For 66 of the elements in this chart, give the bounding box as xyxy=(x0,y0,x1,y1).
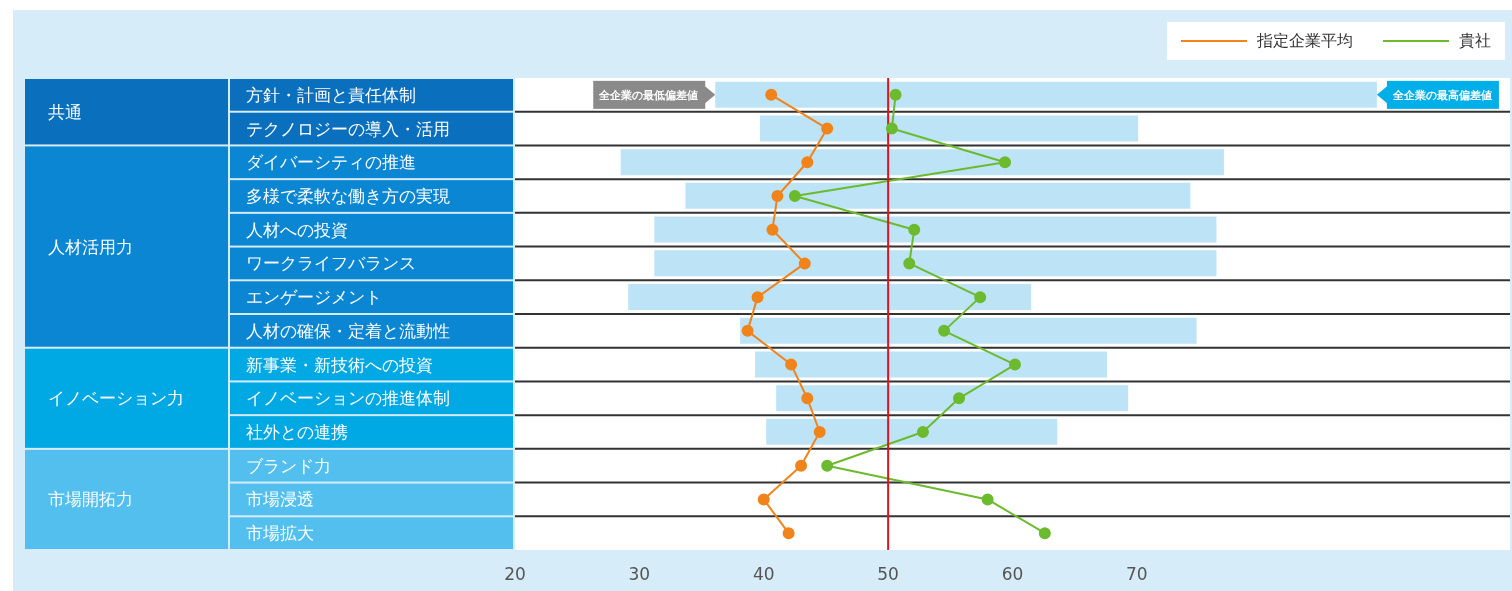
y-tick-label: ダイバーシティの推進 xyxy=(246,152,416,173)
point xyxy=(788,190,801,202)
point xyxy=(741,324,754,337)
y-tick-label: テクノロジーの導入・活用 xyxy=(246,118,450,139)
bar xyxy=(776,385,1129,412)
x-tick-label: 70 xyxy=(1126,564,1148,585)
text: 市場開拓力 xyxy=(48,489,133,510)
point xyxy=(757,493,770,506)
annotation: 全企業の最低偏差値 xyxy=(598,88,699,102)
point xyxy=(751,291,764,304)
legend-label: 指定企業平均 xyxy=(1257,30,1353,52)
y-tick-label: 市場拡大 xyxy=(246,523,314,544)
bar xyxy=(766,418,1058,445)
legend-label: 貴社 xyxy=(1459,30,1491,52)
point xyxy=(813,426,826,438)
point xyxy=(801,156,814,169)
y-tick-label: 市場浸透 xyxy=(246,489,314,510)
bar xyxy=(620,149,1224,176)
annotation: 全企業の最高偏差値 xyxy=(1391,88,1492,102)
bar xyxy=(740,317,1197,344)
point xyxy=(821,122,834,135)
y-tick-label: イノベーションの推進体制 xyxy=(246,388,450,409)
y-tick-label: 多様で柔軟な働き方の実現 xyxy=(246,185,450,206)
point xyxy=(801,392,814,405)
bar xyxy=(628,283,1032,310)
point xyxy=(903,257,916,270)
x-tick-label: 40 xyxy=(752,564,775,585)
bar xyxy=(685,182,1191,209)
point xyxy=(1008,358,1021,371)
point xyxy=(771,190,784,202)
bar xyxy=(654,250,1217,277)
point xyxy=(974,291,987,304)
point xyxy=(889,88,902,101)
y-tick-label: ブランド力 xyxy=(246,455,331,476)
y-tick-label: 新事業・新技術への投資 xyxy=(246,354,433,375)
point xyxy=(916,426,929,438)
point xyxy=(908,223,921,236)
point xyxy=(821,459,834,472)
y-tick-label: ワークライフバランス xyxy=(246,253,416,274)
point xyxy=(782,527,795,540)
point xyxy=(885,122,898,135)
bar xyxy=(755,351,1108,378)
text: イノベーション力 xyxy=(48,388,184,409)
x-tick-label: 50 xyxy=(877,564,899,585)
point xyxy=(765,88,778,101)
point xyxy=(795,459,808,472)
y-tick-label: エンゲージメント xyxy=(246,287,382,308)
y-tick-label: 人材への投資 xyxy=(246,219,348,240)
point xyxy=(938,324,951,337)
y-tick-label: 方針・計画と責任体制 xyxy=(246,84,416,105)
text: 共通 xyxy=(48,101,82,122)
x-tick-label: 20 xyxy=(504,564,526,585)
y-tick-label: 社外との連携 xyxy=(246,421,348,442)
x-tick-label: 60 xyxy=(1001,564,1024,585)
point xyxy=(785,358,798,371)
x-tick-label: 30 xyxy=(628,564,651,585)
point xyxy=(1038,527,1051,540)
y-tick-label: 人材の確保・定着と流動性 xyxy=(246,320,450,341)
text: 人材活用力 xyxy=(48,236,133,257)
point xyxy=(766,223,779,236)
bar xyxy=(654,216,1217,243)
point xyxy=(953,392,966,405)
point xyxy=(999,156,1012,169)
point xyxy=(981,493,994,506)
point xyxy=(798,257,811,270)
bar xyxy=(760,115,1139,142)
